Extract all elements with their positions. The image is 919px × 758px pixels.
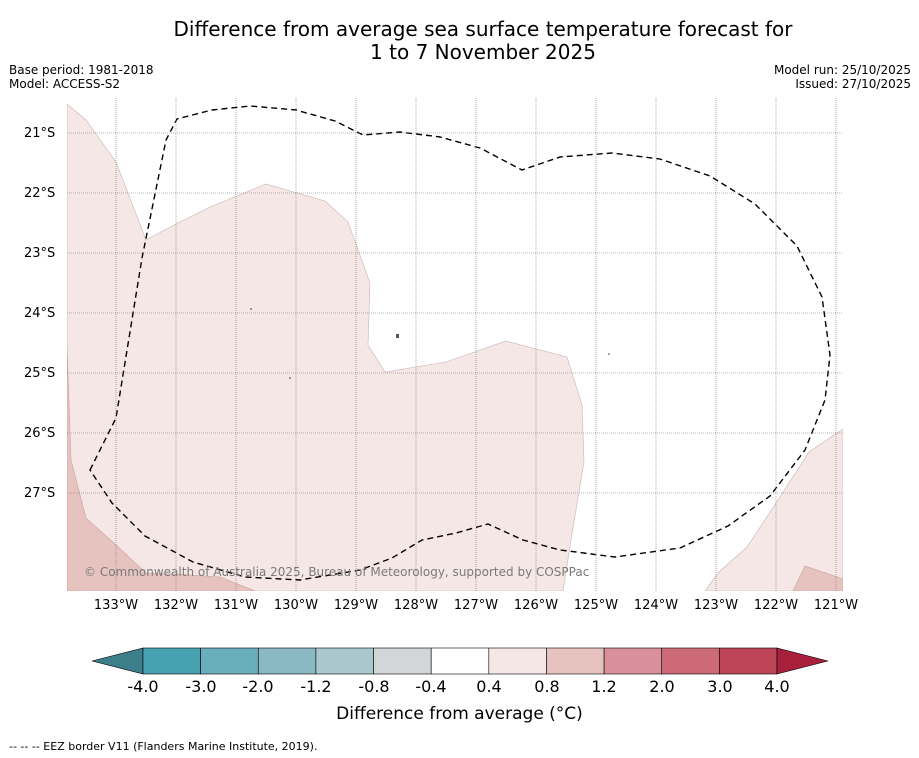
lon-label-130w: 130°W xyxy=(273,598,319,613)
colorbar-segment xyxy=(661,647,720,675)
colorbar-segment xyxy=(603,647,663,675)
colorbar-segment xyxy=(488,647,547,675)
lon-label-128w: 128°W xyxy=(393,598,439,613)
colorbar xyxy=(91,647,829,675)
meta-right: Model run: 25/10/2025 Issued: 27/10/2025 xyxy=(774,63,911,91)
island-marker-4 xyxy=(608,353,610,355)
colorbar-segment xyxy=(373,647,432,675)
colorbar-over-arrow xyxy=(776,647,829,675)
colorbar-tick: -2.0 xyxy=(242,677,274,696)
colorbar-segment xyxy=(315,647,374,675)
colorbar-tick: 3.0 xyxy=(707,677,733,696)
model-name: Model: ACCESS-S2 xyxy=(9,77,121,91)
lon-label-122w: 122°W xyxy=(753,598,799,613)
lon-label-123w: 123°W xyxy=(693,598,739,613)
colorbar-tick: 1.2 xyxy=(591,677,617,696)
lat-label-22s: 22°S xyxy=(24,186,56,201)
colorbar-segment xyxy=(257,647,317,675)
gridlines xyxy=(67,98,843,591)
meta-left: Base period: 1981-2018 Model: ACCESS-S2 xyxy=(9,63,154,91)
colorbar-label: Difference from average (°C) xyxy=(336,704,583,724)
colorbar-segment xyxy=(546,647,605,675)
colorbar-tick: -0.8 xyxy=(358,677,390,696)
anomaly-region-medium-east xyxy=(792,565,843,591)
anomaly-region-medium xyxy=(67,344,256,591)
lon-label-127w: 127°W xyxy=(453,598,499,613)
lon-label-132w: 132°W xyxy=(153,598,199,613)
colorbar-tick: -3.0 xyxy=(185,677,217,696)
lon-label-126w: 126°W xyxy=(513,598,559,613)
eez-legend: -- -- -- EEZ border V11 (Flanders Marine… xyxy=(9,740,318,753)
island-marker-3 xyxy=(289,377,291,379)
base-period: Base period: 1981-2018 xyxy=(9,63,154,77)
colorbar-tick: 4.0 xyxy=(764,677,790,696)
lon-label-124w: 124°W xyxy=(633,598,679,613)
anomaly-region-light xyxy=(67,103,585,591)
colorbar-segment xyxy=(719,647,778,675)
lon-label-121w: 121°W xyxy=(813,598,859,613)
map-title-line2: 1 to 7 November 2025 xyxy=(370,40,596,64)
lon-label-133w: 133°W xyxy=(93,598,139,613)
model-run: Model run: 25/10/2025 xyxy=(773,63,911,77)
lon-label-131w: 131°W xyxy=(213,598,259,613)
colorbar-tick: -0.4 xyxy=(415,677,447,696)
colorbar-tick: -1.2 xyxy=(300,677,332,696)
map-title: Difference from average sea surface temp… xyxy=(0,18,919,64)
colorbar-segment xyxy=(430,647,490,675)
island-marker xyxy=(396,334,399,338)
copyright-notice: © Commonwealth of Australia 2025, Bureau… xyxy=(84,565,590,579)
lat-label-27s: 27°S xyxy=(24,486,56,501)
map-area xyxy=(67,103,843,591)
island-marker-2 xyxy=(250,308,252,310)
eez-border xyxy=(89,105,831,581)
colorbar-tick: 2.0 xyxy=(649,677,675,696)
lon-label-129w: 129°W xyxy=(333,598,379,613)
colorbar-segment xyxy=(142,647,201,675)
colorbar-tick: 0.8 xyxy=(534,677,560,696)
map-title-line1: Difference from average sea surface temp… xyxy=(173,17,793,41)
colorbar-tick: -4.0 xyxy=(127,677,159,696)
anomaly-region-light-east xyxy=(704,428,843,591)
lat-label-24s: 24°S xyxy=(24,306,56,321)
issued-date: Issued: 27/10/2025 xyxy=(795,77,911,91)
lat-label-21s: 21°S xyxy=(24,126,56,141)
lat-label-26s: 26°S xyxy=(24,426,56,441)
colorbar-segment xyxy=(200,647,259,675)
lat-label-23s: 23°S xyxy=(24,246,56,261)
lon-label-125w: 125°W xyxy=(573,598,619,613)
colorbar-under-arrow xyxy=(91,647,144,675)
lat-label-25s: 25°S xyxy=(24,366,56,381)
colorbar-tick: 0.4 xyxy=(476,677,502,696)
